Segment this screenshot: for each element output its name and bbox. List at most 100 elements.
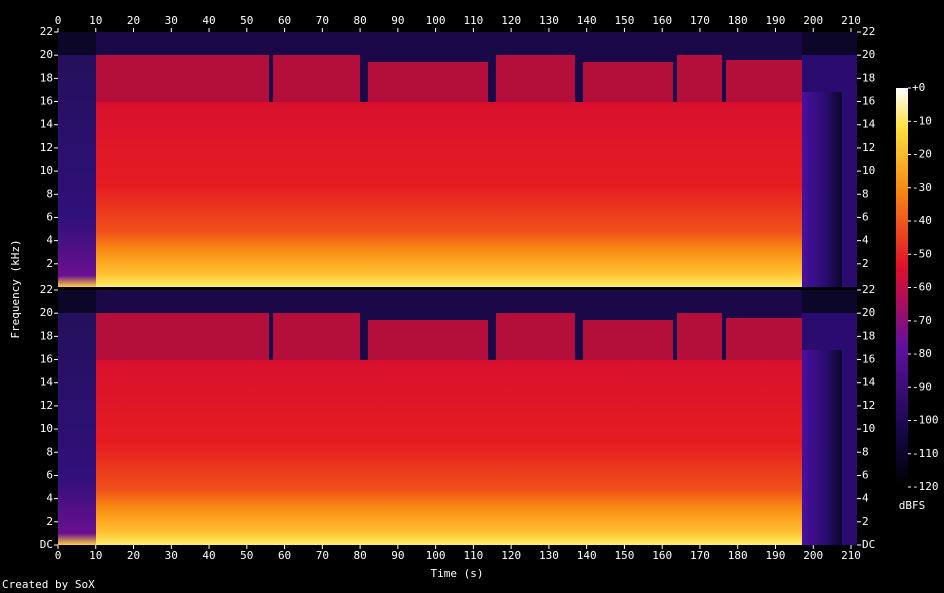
colorbar-tick-label: +0: [912, 81, 925, 94]
colorbar-tick-label: -110: [912, 447, 939, 460]
y-tick-label: 10: [40, 164, 53, 177]
x-tick-label-top: 60: [278, 14, 291, 27]
y-tick-label: 4: [46, 234, 53, 247]
x-tick-label: 110: [463, 549, 483, 562]
x-tick-label-top: 50: [240, 14, 253, 27]
x-tick-label: 90: [391, 549, 404, 562]
colorbar-tick-label: -70: [912, 314, 932, 327]
y-tick-label-right: 4: [862, 492, 869, 505]
y-tick-label-right: 10: [862, 164, 875, 177]
y-tick-label: 18: [40, 71, 53, 84]
x-tick-label-top: 110: [463, 14, 483, 27]
y-tick-label: 18: [40, 329, 53, 342]
y-tick-label-right: 8: [862, 445, 869, 458]
y-axis-label: Frequency (kHz): [9, 239, 22, 338]
x-tick-label: 120: [501, 549, 521, 562]
y-tick-label-right: DC: [862, 538, 875, 551]
colorbar-tick-label: -90: [912, 380, 932, 393]
y-tick-label: 22: [40, 25, 53, 38]
x-tick-label: 60: [278, 549, 291, 562]
y-tick-label-right: 22: [862, 25, 875, 38]
x-tick-label-top: 190: [766, 14, 786, 27]
colorbar-tick-label: -120: [912, 480, 939, 493]
x-tick-label: 180: [728, 549, 748, 562]
x-tick-label-top: 80: [353, 14, 366, 27]
x-tick-label: 40: [202, 549, 215, 562]
x-tick-label: 200: [803, 549, 823, 562]
y-tick-label-right: 16: [862, 95, 875, 108]
x-tick-label-top: 90: [391, 14, 404, 27]
y-tick-label: 8: [46, 187, 53, 200]
footer: Created by SoX: [2, 578, 95, 591]
colorbar-tick-label: -60: [912, 281, 932, 294]
colorbar-tick-label: -100: [912, 414, 939, 427]
colorbar-label: dBFS: [899, 499, 926, 512]
x-tick-label-top: 200: [803, 14, 823, 27]
x-tick-label: 190: [766, 549, 786, 562]
y-tick-label-right: 6: [862, 210, 869, 223]
x-tick-label-top: 210: [841, 14, 861, 27]
colorbar: [896, 88, 908, 487]
x-tick-label: 20: [127, 549, 140, 562]
y-tick-label: 12: [40, 399, 53, 412]
x-tick-label: 100: [426, 549, 446, 562]
y-tick-label: 14: [40, 118, 54, 131]
x-tick-label: 160: [652, 549, 672, 562]
y-tick-label-right: 18: [862, 71, 875, 84]
y-tick-label-right: 2: [862, 257, 869, 270]
x-tick-label: 30: [165, 549, 178, 562]
y-tick-label-right: 22: [862, 283, 875, 296]
x-axis-label: Time (s): [431, 567, 484, 580]
x-tick-label: 80: [353, 549, 366, 562]
y-tick-label-right: 4: [862, 234, 869, 247]
x-tick-label-top: 20: [127, 14, 140, 27]
y-tick-label-right: 20: [862, 306, 875, 319]
x-tick-label-top: 40: [202, 14, 215, 27]
x-tick-label: 10: [89, 549, 102, 562]
x-tick-label: 70: [316, 549, 329, 562]
x-tick-label-top: 10: [89, 14, 102, 27]
spectrogram-top: [58, 32, 857, 287]
colorbar-tick-label: -10: [912, 114, 932, 127]
y-tick-label: 4: [46, 492, 53, 505]
y-tick-label: 16: [40, 353, 53, 366]
x-tick-label-top: 70: [316, 14, 329, 27]
colorbar-tick-label: -50: [912, 247, 932, 260]
x-tick-label-top: 140: [577, 14, 597, 27]
x-tick-label-top: 180: [728, 14, 748, 27]
y-tick-label-right: 6: [862, 468, 869, 481]
x-tick-label: 140: [577, 549, 597, 562]
x-tick-label: 50: [240, 549, 253, 562]
y-tick-label: 2: [46, 515, 53, 528]
x-tick-label: 150: [614, 549, 634, 562]
y-tick-label-right: 18: [862, 329, 875, 342]
y-tick-label: 12: [40, 141, 53, 154]
spectrogram-bottom: [58, 290, 857, 545]
x-tick-label: 0: [55, 549, 62, 562]
x-tick-label-top: 30: [165, 14, 178, 27]
x-tick-label: 210: [841, 549, 861, 562]
y-tick-label: 10: [40, 422, 53, 435]
y-tick-label: 8: [46, 445, 53, 458]
y-tick-label-right: 10: [862, 422, 875, 435]
y-tick-label: 22: [40, 283, 53, 296]
y-tick-label-right: 12: [862, 399, 875, 412]
x-tick-label-top: 160: [652, 14, 672, 27]
y-tick-label: 6: [46, 468, 53, 481]
x-tick-label-top: 120: [501, 14, 521, 27]
y-tick-label-right: 12: [862, 141, 875, 154]
y-tick-label: DC: [40, 538, 53, 551]
y-tick-label: 6: [46, 210, 53, 223]
colorbar-tick-label: -30: [912, 181, 932, 194]
y-tick-label-right: 20: [862, 48, 875, 61]
x-tick-label-top: 170: [690, 14, 710, 27]
x-tick-label-top: 130: [539, 14, 559, 27]
x-tick-label: 130: [539, 549, 559, 562]
y-tick-label: 2: [46, 257, 53, 270]
colorbar-tick-label: -80: [912, 347, 932, 360]
y-tick-label-right: 2: [862, 515, 869, 528]
colorbar-tick-label: -20: [912, 148, 932, 161]
y-tick-label-right: 14: [862, 118, 876, 131]
